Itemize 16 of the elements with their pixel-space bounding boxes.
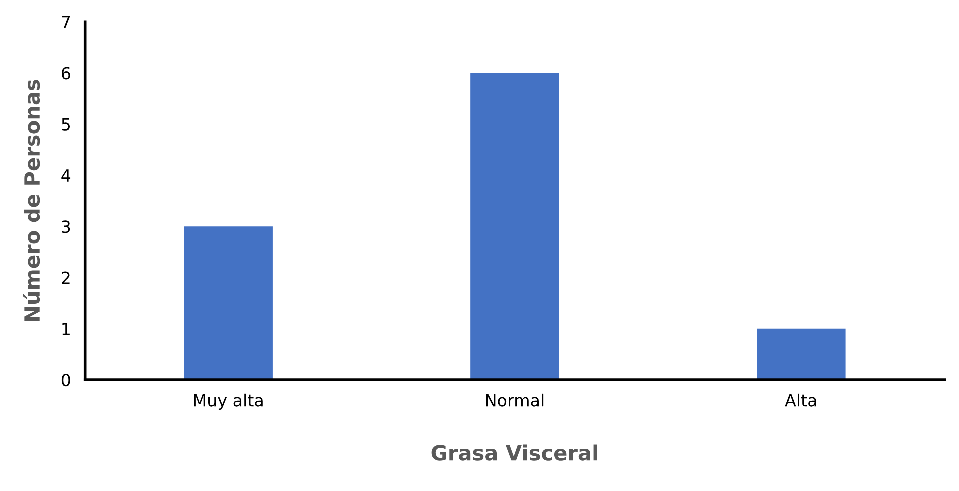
y-tick-label: 3 [62, 220, 70, 234]
y-tick-label: 5 [62, 118, 70, 131]
y-tick-label: 0 [62, 374, 70, 387]
y-tick-label: 1 [62, 323, 70, 336]
y-tick-label: 6 [62, 67, 70, 80]
x-tick-label: Muy alta [194, 394, 263, 410]
x-tick-label: Normal [486, 394, 544, 407]
bar [184, 226, 273, 380]
x-tick-label: Alta [785, 394, 816, 407]
bar [470, 73, 560, 380]
x-axis-title: Grasa Visceral [432, 444, 598, 461]
y-tick-label: 4 [62, 170, 71, 182]
bar [757, 328, 846, 380]
y-tick-label: 2 [62, 272, 70, 284]
y-axis-title: Número de Personas [23, 80, 40, 322]
y-tick-label: 7 [62, 16, 70, 28]
